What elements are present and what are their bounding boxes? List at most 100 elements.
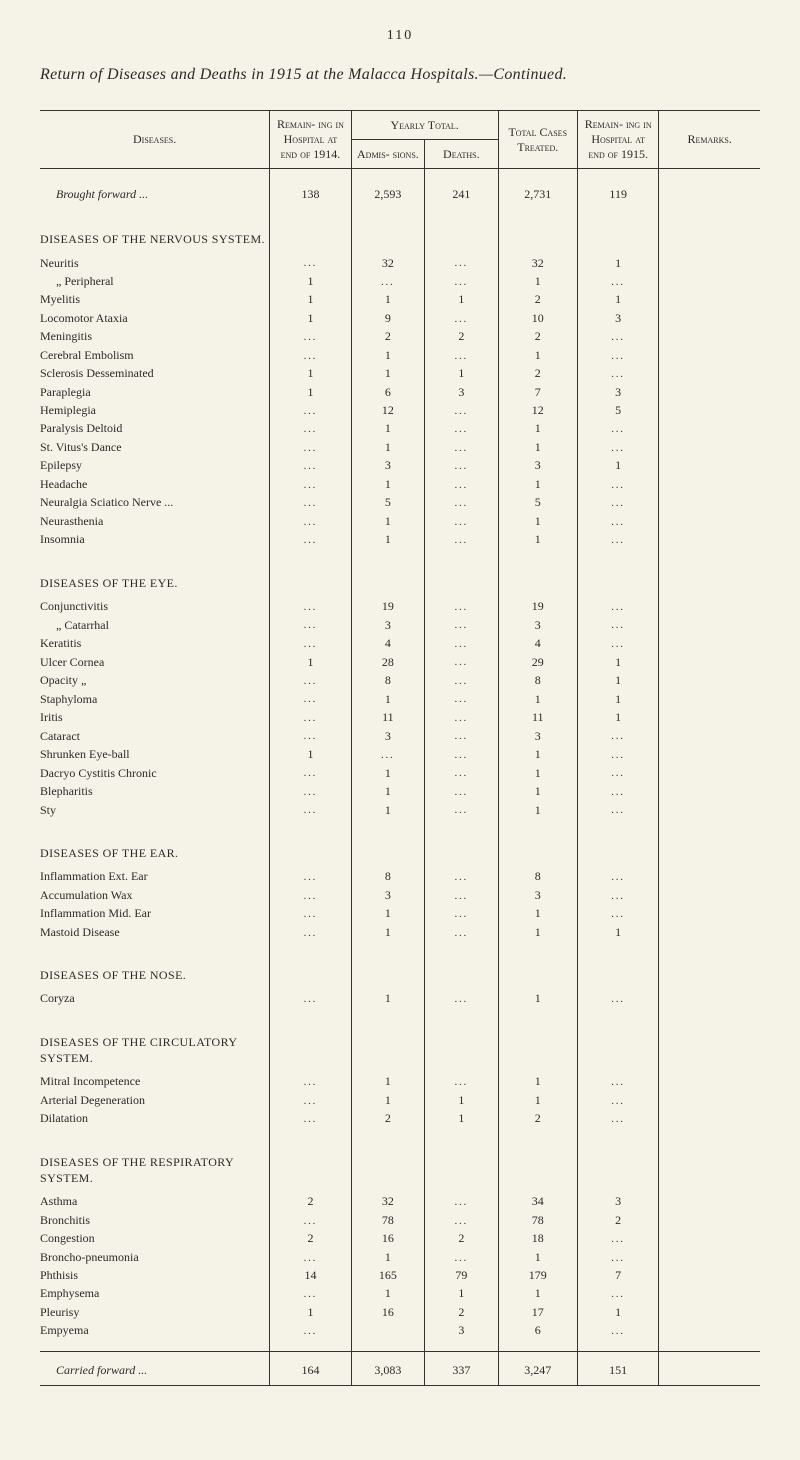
table-cell: 3 [351, 886, 424, 905]
table-cell: ... [577, 1072, 658, 1091]
table-cell: ... [270, 634, 351, 653]
row-label: Meningitis [40, 327, 270, 346]
table-cell: 3 [351, 615, 424, 634]
row-label: Myelitis [40, 290, 270, 308]
table-cell [659, 989, 760, 1008]
table-cell: 1 [425, 290, 498, 308]
table-cell: ... [425, 456, 498, 475]
table-cell: ... [351, 745, 424, 764]
section-heading: DISEASES OF THE EYE. [40, 561, 270, 597]
row-label: „ Peripheral [40, 272, 270, 291]
table-cell: ... [577, 512, 658, 531]
table-cell [659, 1266, 760, 1284]
table-cell [659, 253, 760, 272]
table-cell: ... [270, 904, 351, 923]
row-label: Staphyloma [40, 689, 270, 708]
table-cell: 5 [351, 493, 424, 512]
row-label: Headache [40, 475, 270, 494]
table-cell: ... [577, 530, 658, 549]
table-row: Paralysis Deltoid...1...1... [40, 419, 760, 438]
table-cell [659, 1091, 760, 1110]
section-heading-row: DISEASES OF THE CIRCULATORY SYSTEM. [40, 1020, 760, 1072]
table-cell: ... [270, 475, 351, 494]
table-cell: ... [270, 867, 351, 886]
table-cell: 9 [351, 309, 424, 328]
table-cell: ... [270, 1211, 351, 1230]
row-label: Insomnia [40, 530, 270, 549]
row-label: Iritis [40, 708, 270, 727]
table-row: St. Vitus's Dance...1...1... [40, 438, 760, 457]
table-cell: 8 [498, 671, 577, 690]
table-row: Conjunctivitis...19...19... [40, 597, 760, 616]
table-cell: 1 [577, 671, 658, 690]
table-cell: 2 [577, 1211, 658, 1230]
table-cell: 1 [577, 456, 658, 475]
table-cell [659, 419, 760, 438]
table-cell: ... [270, 615, 351, 634]
table-row: Sty...1...1... [40, 800, 760, 819]
table-row: Bronchitis...78...782 [40, 1211, 760, 1230]
table-cell: 19 [498, 597, 577, 616]
table-cell: 1 [351, 763, 424, 782]
table-cell: 3 [498, 886, 577, 905]
hdr-remain-1915: Remain- ing in Hospital at end of 1915. [577, 111, 658, 169]
table-cell: ... [270, 253, 351, 272]
table-cell: 2 [498, 1109, 577, 1128]
section-heading: DISEASES OF THE NERVOUS SYSTEM. [40, 217, 270, 253]
row-label: Mitral Incompetence [40, 1072, 270, 1091]
row-label: St. Vitus's Dance [40, 438, 270, 457]
table-cell: ... [577, 989, 658, 1008]
table-cell [659, 726, 760, 745]
table-cell: 2,593 [351, 185, 424, 203]
table-cell: ... [270, 989, 351, 1008]
table-cell: 78 [351, 1211, 424, 1230]
table-cell: 1 [498, 800, 577, 819]
table-cell: ... [577, 634, 658, 653]
table-cell [659, 1284, 760, 1303]
table-cell: 1 [498, 745, 577, 764]
table-cell: ... [270, 800, 351, 819]
table-row: Accumulation Wax...3...3... [40, 886, 760, 905]
table-cell: 1 [351, 438, 424, 457]
row-label: Brought forward ... [40, 185, 270, 203]
hdr-admissions: Admis- sions. [351, 140, 424, 169]
table-cell: ... [425, 401, 498, 420]
table-cell: 1 [270, 383, 351, 401]
table-cell: ... [270, 597, 351, 616]
table-cell: ... [577, 1248, 658, 1267]
table-cell [659, 1109, 760, 1128]
table-cell: ... [425, 763, 498, 782]
table-cell [659, 652, 760, 671]
table-cell: 28 [351, 652, 424, 671]
table-cell: ... [425, 597, 498, 616]
table-cell [659, 364, 760, 383]
table-cell: 1 [498, 512, 577, 531]
table-cell: ... [425, 512, 498, 531]
diseases-table: Diseases. Remain- ing in Hospital at end… [40, 110, 760, 1386]
table-cell: 11 [498, 708, 577, 727]
table-cell: 1 [351, 1091, 424, 1110]
table-cell [351, 1321, 424, 1340]
table-cell: 1 [270, 309, 351, 328]
spacer-row [40, 941, 760, 953]
table-cell: 1 [270, 290, 351, 308]
table-row: Epilepsy...3...31 [40, 456, 760, 475]
table-cell [659, 800, 760, 819]
table-cell [659, 615, 760, 634]
table-row: Insomnia...1...1... [40, 530, 760, 549]
row-label: Hemiplegia [40, 401, 270, 420]
table-cell: 164 [270, 1352, 351, 1385]
table-cell: 165 [351, 1266, 424, 1284]
table-cell: 1 [498, 1091, 577, 1110]
table-cell: ... [425, 1211, 498, 1230]
table-cell: ... [577, 493, 658, 512]
table-body: Brought forward ...1382,5932412,731119DI… [40, 169, 760, 1386]
table-cell: ... [577, 346, 658, 365]
table-cell: 1 [351, 346, 424, 365]
row-label: Neurasthenia [40, 512, 270, 531]
table-cell: ... [425, 708, 498, 727]
row-label: Carried forward ... [40, 1352, 270, 1385]
table-cell: 2 [425, 1229, 498, 1248]
table-cell: 1 [425, 1091, 498, 1110]
table-cell [659, 923, 760, 942]
